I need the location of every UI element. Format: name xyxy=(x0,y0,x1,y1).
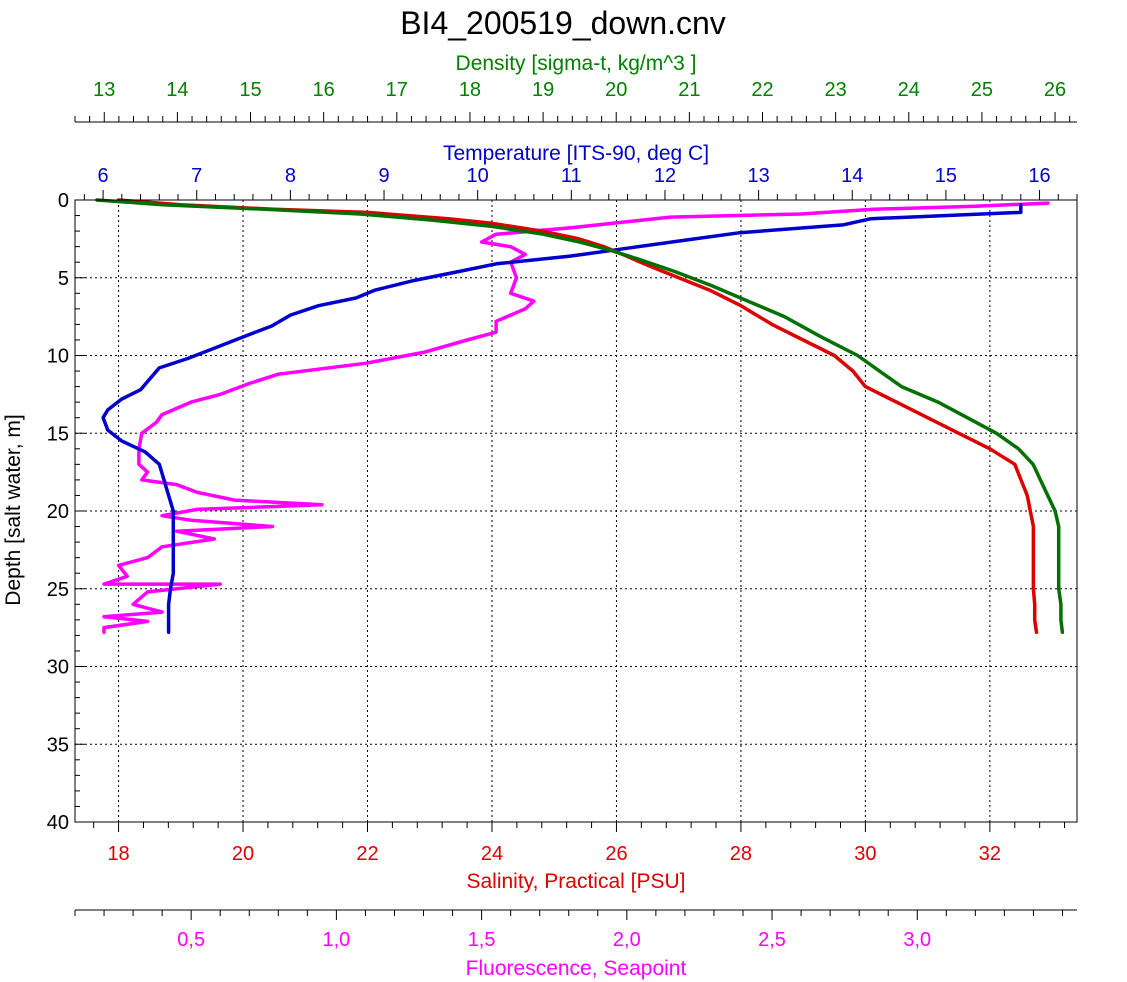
density-tick-label: 17 xyxy=(386,79,408,101)
salinity-tick-label: 24 xyxy=(481,843,503,865)
fluorescence-tick-label: 2,0 xyxy=(613,929,641,951)
temperature-tick-label: 8 xyxy=(285,165,296,187)
axes: 0 5 10 15 20 25 30 35 40 13 14 15 16 17 18 19 20 21 22 23 24… xyxy=(47,79,1078,951)
density-tick-label: 26 xyxy=(1044,79,1066,101)
temperature-axis-title: Temperature [ITS-90, deg C] xyxy=(443,142,709,165)
temperature-profile-line xyxy=(101,202,1023,635)
salinity-tick-label: 32 xyxy=(979,843,1001,865)
salinity-tick-label: 22 xyxy=(356,843,378,865)
depth-tick-label: 15 xyxy=(47,423,69,445)
depth-tick-label: 20 xyxy=(47,501,69,523)
temperature-tick-label: 16 xyxy=(1028,165,1050,187)
temperature-tick-label: 15 xyxy=(935,165,957,187)
temperature-tick-label: 10 xyxy=(467,165,489,187)
temperature-tick-label: 14 xyxy=(841,165,863,187)
fluorescence-tick-label: 1,0 xyxy=(322,929,350,951)
data-series xyxy=(95,198,1065,635)
temperature-tick-label: 11 xyxy=(561,165,582,187)
depth-tick-label: 0 xyxy=(58,190,69,212)
density-tick-label: 14 xyxy=(166,79,188,101)
depth-tick-label: 25 xyxy=(47,579,69,601)
temperature-tick-label: 13 xyxy=(747,165,769,187)
fluorescence-profile-line xyxy=(102,201,1050,635)
fluorescence-axis-title: Fluorescence, Seapoint xyxy=(466,957,687,980)
temperature-tick-label: 7 xyxy=(191,165,202,187)
density-tick-label: 21 xyxy=(678,79,700,101)
fluorescence-tick-label: 0,5 xyxy=(177,929,205,951)
temperature-tick-label: 9 xyxy=(378,165,389,187)
fluorescence-tick-label: 1,5 xyxy=(468,929,496,951)
depth-tick-label: 10 xyxy=(47,346,69,368)
temperature-tick-label: 12 xyxy=(654,165,676,187)
chart-title: BI4_200519_down.cnv xyxy=(400,5,726,41)
depth-tick-label: 40 xyxy=(47,812,69,834)
salinity-tick-label: 30 xyxy=(854,843,876,865)
density-tick-label: 24 xyxy=(898,79,920,101)
density-tick-label: 22 xyxy=(751,79,773,101)
grid-lines xyxy=(75,200,1077,822)
density-tick-label: 20 xyxy=(605,79,627,101)
temperature-tick-label: 6 xyxy=(98,165,109,187)
depth-tick-label: 35 xyxy=(47,734,69,756)
salinity-profile-line xyxy=(116,198,1039,635)
depth-tick-label: 5 xyxy=(58,268,69,290)
density-tick-label: 13 xyxy=(93,79,115,101)
fluorescence-tick-label: 3,0 xyxy=(903,929,931,951)
density-axis-title: Density [sigma-t, kg/m^3 ] xyxy=(456,52,697,75)
density-tick-label: 23 xyxy=(825,79,847,101)
salinity-axis-title: Salinity, Practical [PSU] xyxy=(466,870,685,893)
density-tick-label: 15 xyxy=(239,79,261,101)
depth-axis-title: Depth [salt water, m] xyxy=(2,414,25,605)
salinity-tick-label: 18 xyxy=(107,843,129,865)
fluorescence-tick-label: 2,5 xyxy=(758,929,786,951)
depth-tick-label: 30 xyxy=(47,657,69,679)
density-tick-label: 16 xyxy=(313,79,335,101)
salinity-tick-label: 28 xyxy=(730,843,752,865)
salinity-tick-label: 20 xyxy=(232,843,254,865)
density-tick-label: 19 xyxy=(532,79,554,101)
salinity-tick-label: 26 xyxy=(605,843,627,865)
density-tick-label: 18 xyxy=(459,79,481,101)
density-profile-line xyxy=(95,198,1065,635)
density-tick-label: 25 xyxy=(971,79,993,101)
